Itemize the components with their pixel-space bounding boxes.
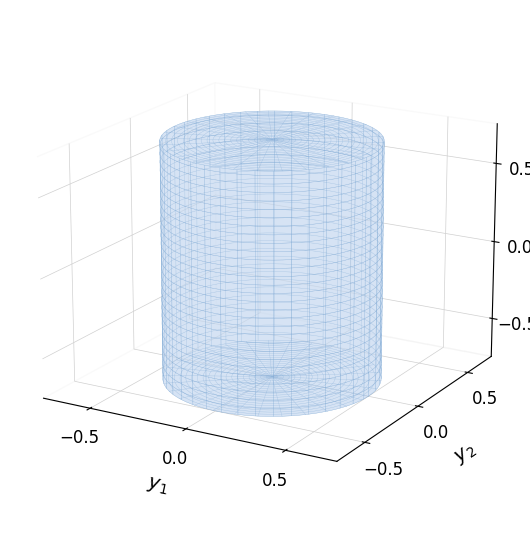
X-axis label: $y_1$: $y_1$ (145, 474, 170, 497)
Y-axis label: $y_2$: $y_2$ (452, 440, 480, 468)
